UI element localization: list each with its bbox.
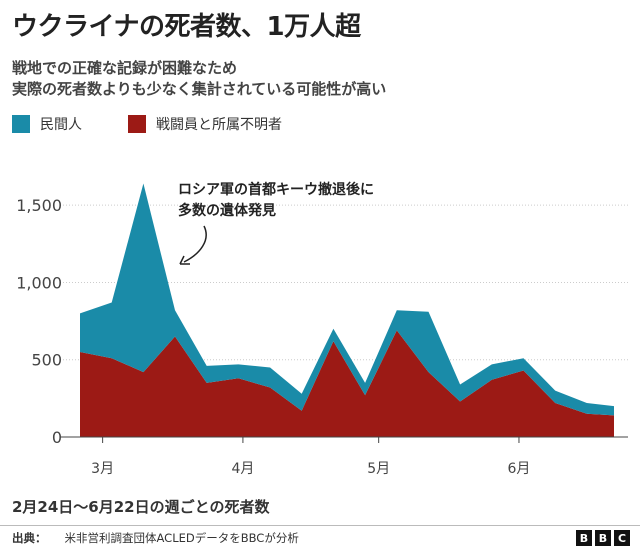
bbc-logo-letter-1: B: [576, 530, 592, 546]
axes: 0 500 1,000 1,500 3月 4月 5月 6月: [16, 196, 628, 477]
footnote: 2月24日～6月22日の週ごとの死者数: [12, 498, 270, 516]
x-tick-label: 4月: [231, 461, 254, 477]
chart-title: ウクライナの死者数、1万人超: [12, 12, 361, 42]
x-tick-label: 5月: [367, 461, 390, 477]
bbc-logo: B B C: [573, 530, 630, 546]
y-tick-label: 0: [52, 428, 62, 447]
legend-swatch-combatants: [128, 115, 146, 133]
x-tick-label: 6月: [508, 461, 531, 477]
bbc-logo-letter-3: C: [614, 530, 630, 546]
legend: 民間人 戦闘員と所属不明者: [12, 114, 282, 134]
bbc-logo-letter-2: B: [595, 530, 611, 546]
annotation-line-1: ロシア軍の首都キーウ撤退後に: [178, 181, 374, 198]
legend-label-civilians: 民間人: [40, 117, 82, 133]
annotation: ロシア軍の首都キーウ撤退後に 多数の遺体発見: [178, 181, 374, 265]
chart-subtitle: 戦地での正確な記録が困難なため 実際の死者数よりも少なく集計されている可能性が高…: [12, 58, 386, 100]
legend-swatch-civilians: [12, 115, 30, 133]
area-chart: 0 500 1,000 1,500 3月 4月 5月 6月 ロシア軍の首都キーウ撤退後に 多数…: [16, 181, 628, 477]
y-tick-label: 1,500: [16, 196, 62, 215]
annotation-arrow: [183, 225, 207, 263]
area-combatants: [80, 330, 614, 437]
annotation-line-2: 多数の遺体発見: [178, 202, 276, 219]
legend-item-civilians: 民間人: [12, 114, 82, 134]
legend-item-combatants: 戦闘員と所属不明者: [128, 114, 282, 134]
x-tick-label: 3月: [91, 461, 114, 477]
y-tick-label: 500: [31, 351, 62, 370]
legend-label-combatants: 戦闘員と所属不明者: [156, 117, 282, 133]
footer-divider: [0, 525, 640, 526]
subtitle-line-1: 戦地での正確な記録が困難なため: [12, 59, 238, 77]
subtitle-line-2: 実際の死者数よりも少なく集計されている可能性が高い: [12, 80, 387, 98]
y-tick-label: 1,000: [16, 273, 62, 292]
area-series: [80, 183, 614, 437]
source-label: 出典：: [12, 531, 47, 545]
annotation-arrowhead: [179, 255, 190, 265]
source-text: 米非営利調査団体ACLEDデータをBBCが分析: [64, 531, 299, 545]
source-note: 出典： 米非営利調査団体ACLEDデータをBBCが分析: [12, 530, 299, 546]
